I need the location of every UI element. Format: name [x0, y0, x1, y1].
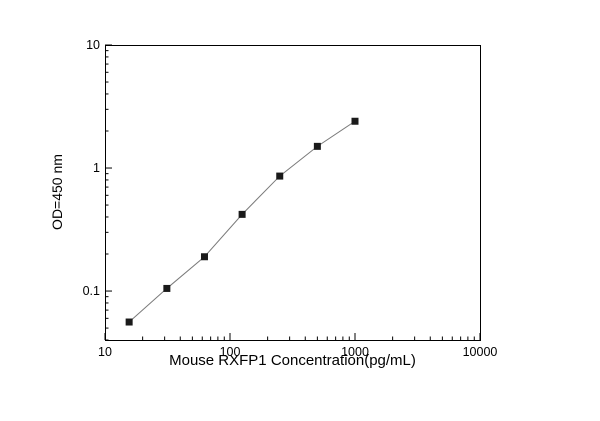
plot-border [105, 45, 481, 341]
data-point-marker [238, 210, 246, 218]
x-tick-label: 10 [98, 345, 112, 359]
data-point-marker [313, 142, 321, 150]
data-point-marker [125, 318, 133, 326]
y-axis-ticks: 0.1 1 10 [83, 38, 112, 341]
x-axis-label: Mouse RXFP1 Concentration(pg/mL) [169, 352, 416, 369]
y-tick-label: 10 [86, 38, 100, 52]
x-axis-ticks: 10 100 1000 10000 [98, 333, 497, 359]
y-axis-label: OD=450 nm [49, 154, 65, 230]
x-tick-label: 10000 [463, 345, 498, 359]
x-tick-label: 1000 [341, 345, 369, 359]
data-point-marker [200, 253, 208, 261]
x-tick-label: 100 [220, 345, 241, 359]
data-point-marker [163, 284, 171, 292]
data-point-marker [351, 117, 359, 125]
standard-curve-line [128, 120, 356, 323]
y-tick-label: 0.1 [83, 284, 100, 298]
data-point-marker [276, 172, 284, 180]
y-tick-label: 1 [93, 161, 100, 175]
